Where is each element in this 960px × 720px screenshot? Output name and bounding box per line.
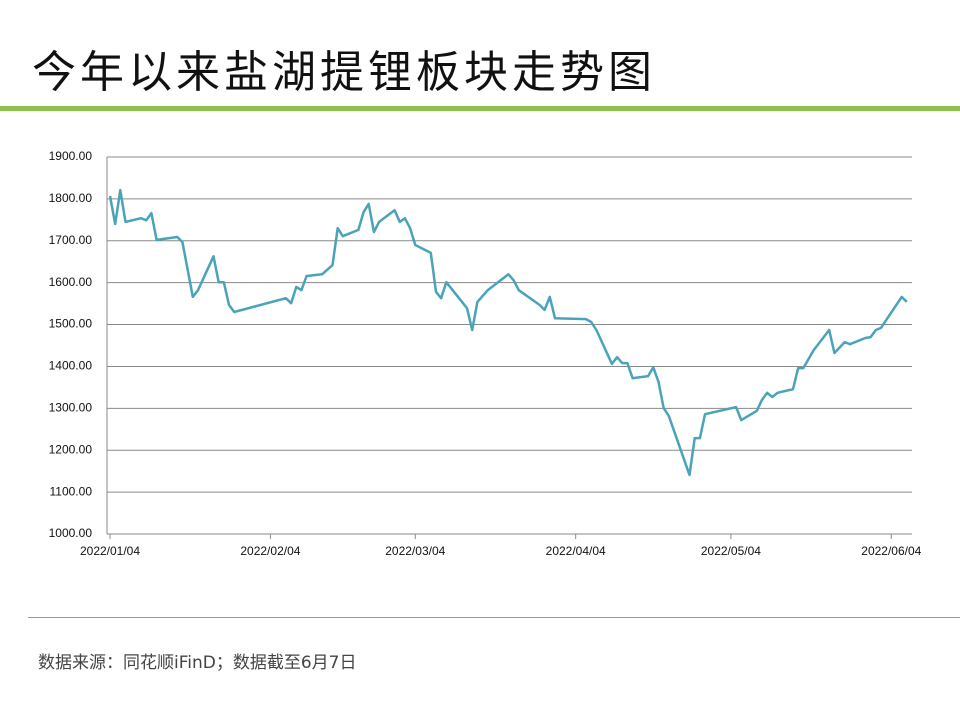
source-note: 数据来源：同花顺iFinD；数据截至6月7日: [38, 653, 357, 673]
slide-title: 今年以来盐湖提锂板块走势图: [32, 47, 656, 98]
y-tick-label: 1300.00: [49, 401, 93, 415]
x-tick-label: 2022/04/04: [546, 544, 606, 558]
chart: 1000.00 1100.00 1200.00 1300.00 1400.00 1500.…: [49, 149, 922, 558]
y-tick-label: 1700.00: [49, 233, 93, 247]
x-tick-label: 2022/03/04: [385, 544, 445, 558]
x-tick-label: 2022/02/04: [240, 544, 300, 558]
x-tick-label: 2022/01/04: [80, 544, 140, 558]
y-tick-label: 1100.00: [50, 484, 93, 498]
y-tick-label: 1900.00: [49, 149, 93, 163]
y-tick-label: 1200.00: [49, 442, 93, 456]
x-tick-label: 2022/05/04: [701, 544, 761, 558]
separator: [28, 617, 960, 618]
y-tick-label: 1600.00: [49, 275, 93, 289]
x-tick-label: 2022/06/04: [861, 544, 921, 558]
y-tick-label: 1000.00: [49, 526, 93, 540]
y-tick-label: 1800.00: [49, 191, 93, 205]
y-tick-label: 1400.00: [49, 359, 93, 373]
line-series: [108, 188, 908, 477]
y-tick-label: 1500.00: [49, 317, 93, 331]
accent-bar: [0, 106, 960, 111]
